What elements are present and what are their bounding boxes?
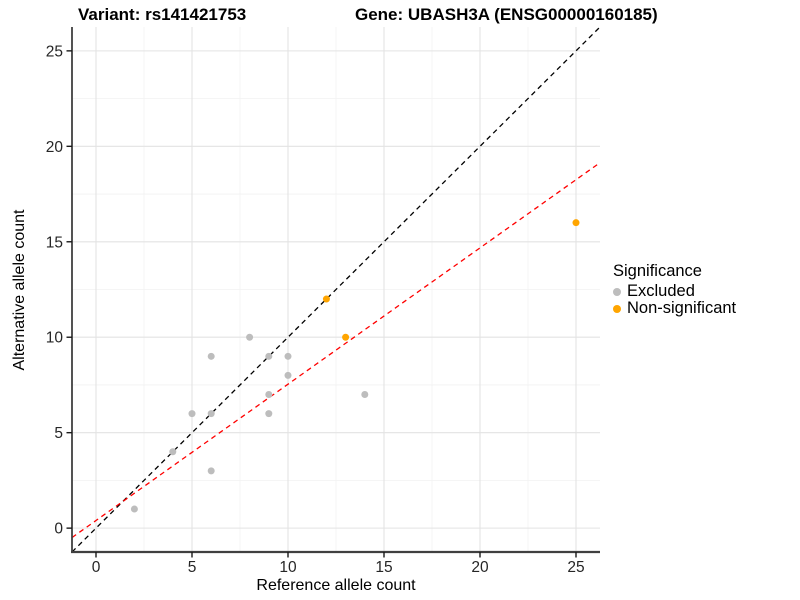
y-tick-label: 25 <box>46 43 63 60</box>
data-point-excluded <box>265 410 273 418</box>
x-tick-label: 15 <box>375 559 392 576</box>
y-tick-label: 15 <box>46 234 63 251</box>
data-point-excluded <box>207 352 215 360</box>
data-point-non-significant <box>572 219 580 227</box>
x-tick-label: 20 <box>471 559 489 576</box>
data-point-excluded <box>246 333 254 341</box>
data-point-excluded <box>207 467 215 475</box>
x-tick-label: 25 <box>567 559 584 576</box>
legend-label: Excluded <box>627 282 695 300</box>
x-tick-label: 0 <box>92 559 101 576</box>
data-point-non-significant <box>322 295 330 303</box>
y-tick-label: 20 <box>46 139 64 156</box>
y-tick-label: 10 <box>46 330 64 347</box>
non-significant-dot-icon <box>613 304 621 313</box>
x-axis-title: Reference allele count <box>256 577 416 594</box>
identity-line <box>72 27 600 552</box>
data-point-excluded <box>284 371 292 379</box>
gene-title: Gene: UBASH3A (ENSG00000160185) <box>355 5 658 24</box>
legend: Significance Excluded Non-significant <box>613 262 736 317</box>
data-point-excluded <box>207 410 215 418</box>
variant-title: Variant: rs141421753 <box>78 5 247 24</box>
data-point-excluded <box>188 410 196 418</box>
legend-item-excluded: Excluded <box>613 282 736 300</box>
x-tick-label: 5 <box>188 559 197 576</box>
data-point-excluded <box>361 391 369 398</box>
legend-title: Significance <box>613 262 702 280</box>
y-tick-label: 5 <box>54 425 63 442</box>
data-point-excluded <box>265 391 273 398</box>
data-point-excluded <box>130 505 138 513</box>
data-point-excluded <box>265 352 273 360</box>
data-point-excluded <box>169 448 177 456</box>
legend-item-non-significant: Non-significant <box>613 299 737 317</box>
x-tick-label: 10 <box>279 559 297 576</box>
y-tick-label: 0 <box>54 521 63 538</box>
data-point-non-significant <box>342 333 350 341</box>
excluded-dot-icon <box>613 287 621 296</box>
legend-label: Non-significant <box>627 299 737 317</box>
data-point-excluded <box>284 352 292 360</box>
y-axis-title: Alternative allele count <box>11 209 28 371</box>
